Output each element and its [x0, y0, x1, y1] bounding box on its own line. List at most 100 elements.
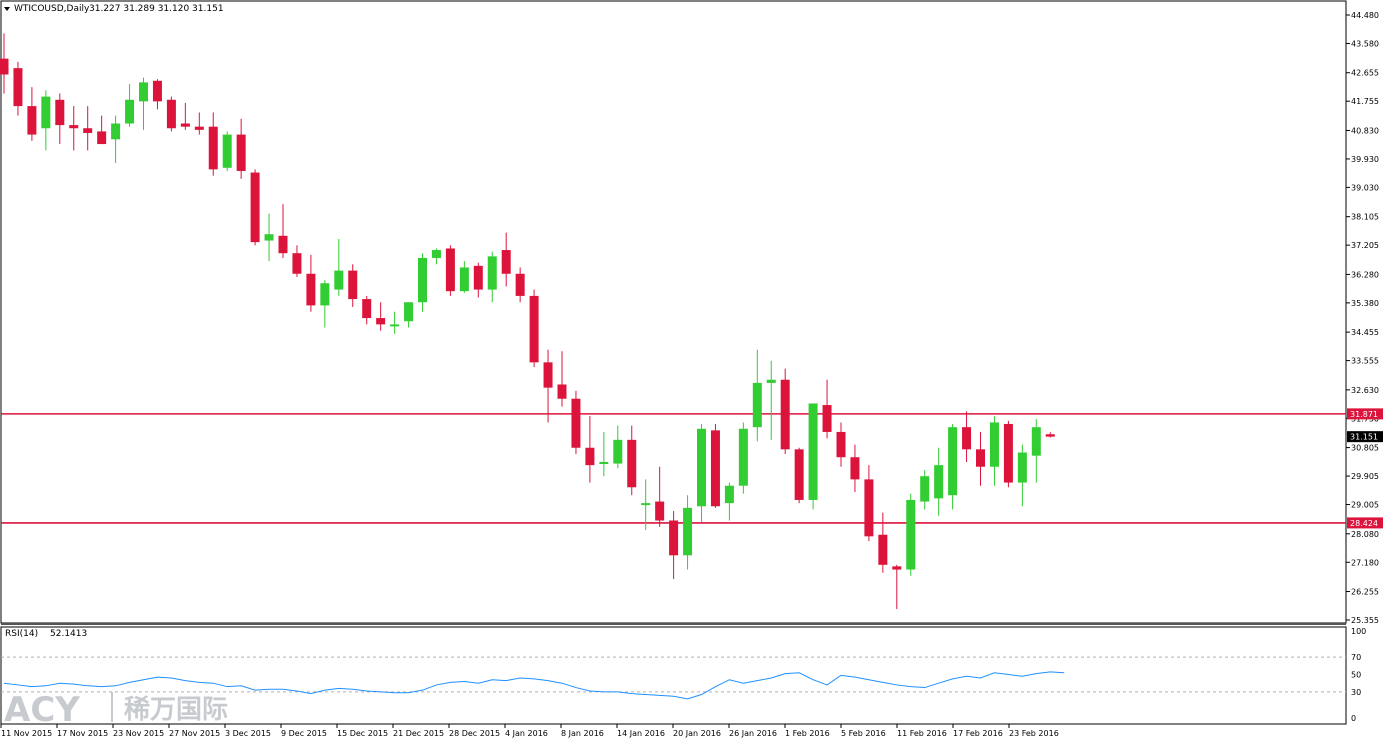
- candle-body: [278, 235, 288, 254]
- candle-body: [724, 485, 734, 504]
- bear-candle: [501, 232, 511, 287]
- candle-body: [613, 439, 623, 464]
- x-tick-label: 8 Jan 2016: [561, 729, 604, 738]
- bear-candle: [152, 79, 162, 110]
- rsi-indicator: 100 70 50 30 0: [1, 627, 1366, 723]
- x-tick-label: 9 Dec 2015: [281, 729, 327, 738]
- x-tick-label: 4 Jan 2016: [505, 729, 548, 738]
- x-tick-label: 17 Nov 2015: [57, 729, 108, 738]
- bull-candle: [1031, 419, 1041, 483]
- bear-candle: [473, 262, 483, 298]
- candle-body: [738, 428, 748, 486]
- y-tick-label: 36.280: [1351, 270, 1379, 279]
- bull-candle: [599, 431, 609, 477]
- candle-body: [292, 253, 302, 274]
- y-tick-label: 44.480: [1351, 11, 1379, 20]
- watermark-brand: ACY: [4, 690, 80, 730]
- candle-body: [794, 449, 804, 500]
- bear-candle: [250, 169, 260, 246]
- candle-body: [752, 382, 762, 428]
- candle-body: [13, 68, 23, 107]
- bear-candle: [306, 254, 316, 312]
- dropdown-triangle-icon[interactable]: [4, 7, 10, 11]
- candle-body: [585, 447, 595, 466]
- candle-body: [139, 82, 148, 102]
- bull-candle: [989, 416, 999, 486]
- candle-body: [627, 439, 637, 488]
- x-axis: 11 Nov 2015 17 Nov 2015 23 Nov 2015 27 Nov …: [0, 724, 1059, 738]
- bull-candle: [948, 424, 958, 510]
- bull-candle: [934, 447, 944, 516]
- x-tick-label: 5 Feb 2016: [841, 729, 886, 738]
- level-price-label: 28.424: [1350, 519, 1378, 528]
- x-tick-label: 23 Feb 2016: [1009, 729, 1059, 738]
- bull-candle: [390, 311, 400, 334]
- candle-body: [1017, 452, 1027, 483]
- bear-candle: [515, 267, 525, 303]
- candle-body: [948, 427, 958, 496]
- bull-candle: [766, 360, 776, 440]
- bull-candle: [641, 479, 651, 531]
- y-tick-label: 37.205: [1351, 241, 1379, 250]
- bear-candle: [208, 112, 218, 176]
- bear-candle: [543, 349, 553, 423]
- candle-body: [55, 99, 65, 126]
- candle-body: [557, 384, 567, 399]
- bull-candle: [41, 90, 51, 151]
- y-tick-label: 32.630: [1351, 386, 1379, 395]
- watermark-chinese: 稀万国际: [124, 695, 228, 725]
- candle-body: [194, 126, 204, 130]
- bear-candle: [892, 564, 902, 610]
- candle-body: [878, 534, 888, 565]
- candle-body: [920, 476, 930, 502]
- rsi-plot-frame: [0, 626, 1347, 725]
- bull-candle: [125, 83, 135, 127]
- candle-body: [697, 428, 706, 507]
- y-tick-label: 39.930: [1351, 155, 1379, 164]
- candle-body: [1031, 427, 1041, 456]
- x-tick-label: 11 Feb 2016: [897, 729, 947, 738]
- bear-candle: [27, 87, 37, 141]
- candle-body: [1003, 424, 1013, 483]
- bear-candle: [710, 424, 720, 508]
- rsi-tick-label: 0: [1351, 714, 1356, 723]
- bear-candle: [97, 115, 107, 145]
- candle-body: [0, 58, 9, 75]
- y-tick-label: 28.080: [1351, 530, 1379, 539]
- candle-body: [208, 126, 218, 170]
- bear-candle: [655, 466, 665, 527]
- candle-body: [1045, 434, 1055, 437]
- rsi-line: [3, 671, 1065, 700]
- x-tick-label: 1 Feb 2016: [785, 729, 830, 738]
- bear-candle: [836, 422, 846, 467]
- current-price-label: 31.151: [1350, 433, 1378, 442]
- bear-candle: [376, 302, 386, 331]
- bull-candle: [431, 248, 441, 265]
- bull-candle: [724, 482, 734, 521]
- candle-body: [83, 128, 93, 133]
- candle-body: [669, 520, 679, 556]
- y-tick-label: 27.180: [1351, 558, 1379, 567]
- bull-candle: [334, 238, 344, 296]
- candle-body: [306, 273, 316, 306]
- rsi-tick-label: 30: [1351, 688, 1361, 697]
- bear-candle: [0, 33, 9, 94]
- bear-candle: [194, 112, 204, 135]
- y-tick-label: 25.355: [1351, 616, 1379, 625]
- x-tick-label: 26 Jan 2016: [729, 729, 777, 738]
- rsi-label: RSI(14): [5, 629, 38, 639]
- bear-candle: [348, 264, 358, 307]
- x-tick-label: 23 Nov 2015: [113, 729, 164, 738]
- candle-body: [850, 457, 860, 480]
- candle-body: [710, 430, 720, 507]
- bull-candle: [404, 302, 414, 328]
- bear-candle: [1003, 420, 1013, 488]
- candle-body: [334, 270, 344, 290]
- bull-candle: [683, 495, 693, 570]
- candle-body: [222, 134, 232, 168]
- x-tick-label: 28 Dec 2015: [449, 729, 500, 738]
- x-tick-label: 21 Dec 2015: [393, 729, 444, 738]
- bull-candle: [459, 261, 469, 293]
